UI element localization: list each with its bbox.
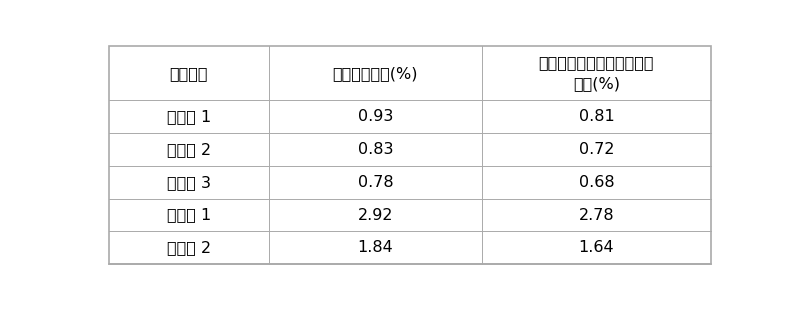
Text: 2.78: 2.78	[578, 207, 614, 222]
Text: 比较例 2: 比较例 2	[167, 240, 211, 255]
Text: 0.68: 0.68	[578, 175, 614, 190]
Bar	[110, 46, 710, 264]
Text: 环己酮肟损失(%): 环己酮肟损失(%)	[333, 66, 418, 81]
Text: 结焦量与环己酮肟进料量百
分比(%): 结焦量与环己酮肟进料量百 分比(%)	[538, 55, 654, 91]
Text: 气化条件: 气化条件	[170, 66, 208, 81]
Text: 1.64: 1.64	[578, 240, 614, 255]
Text: 1.84: 1.84	[358, 240, 394, 255]
Text: 0.83: 0.83	[358, 142, 393, 157]
Text: 实施例 3: 实施例 3	[167, 175, 211, 190]
Text: 实施例 2: 实施例 2	[167, 142, 211, 157]
Text: 实施例 1: 实施例 1	[167, 109, 211, 124]
Text: 0.93: 0.93	[358, 109, 393, 124]
Text: 比较例 1: 比较例 1	[167, 207, 211, 222]
Text: 2.92: 2.92	[358, 207, 393, 222]
Text: 0.78: 0.78	[358, 175, 394, 190]
Text: 0.72: 0.72	[578, 142, 614, 157]
Text: 0.81: 0.81	[578, 109, 614, 124]
